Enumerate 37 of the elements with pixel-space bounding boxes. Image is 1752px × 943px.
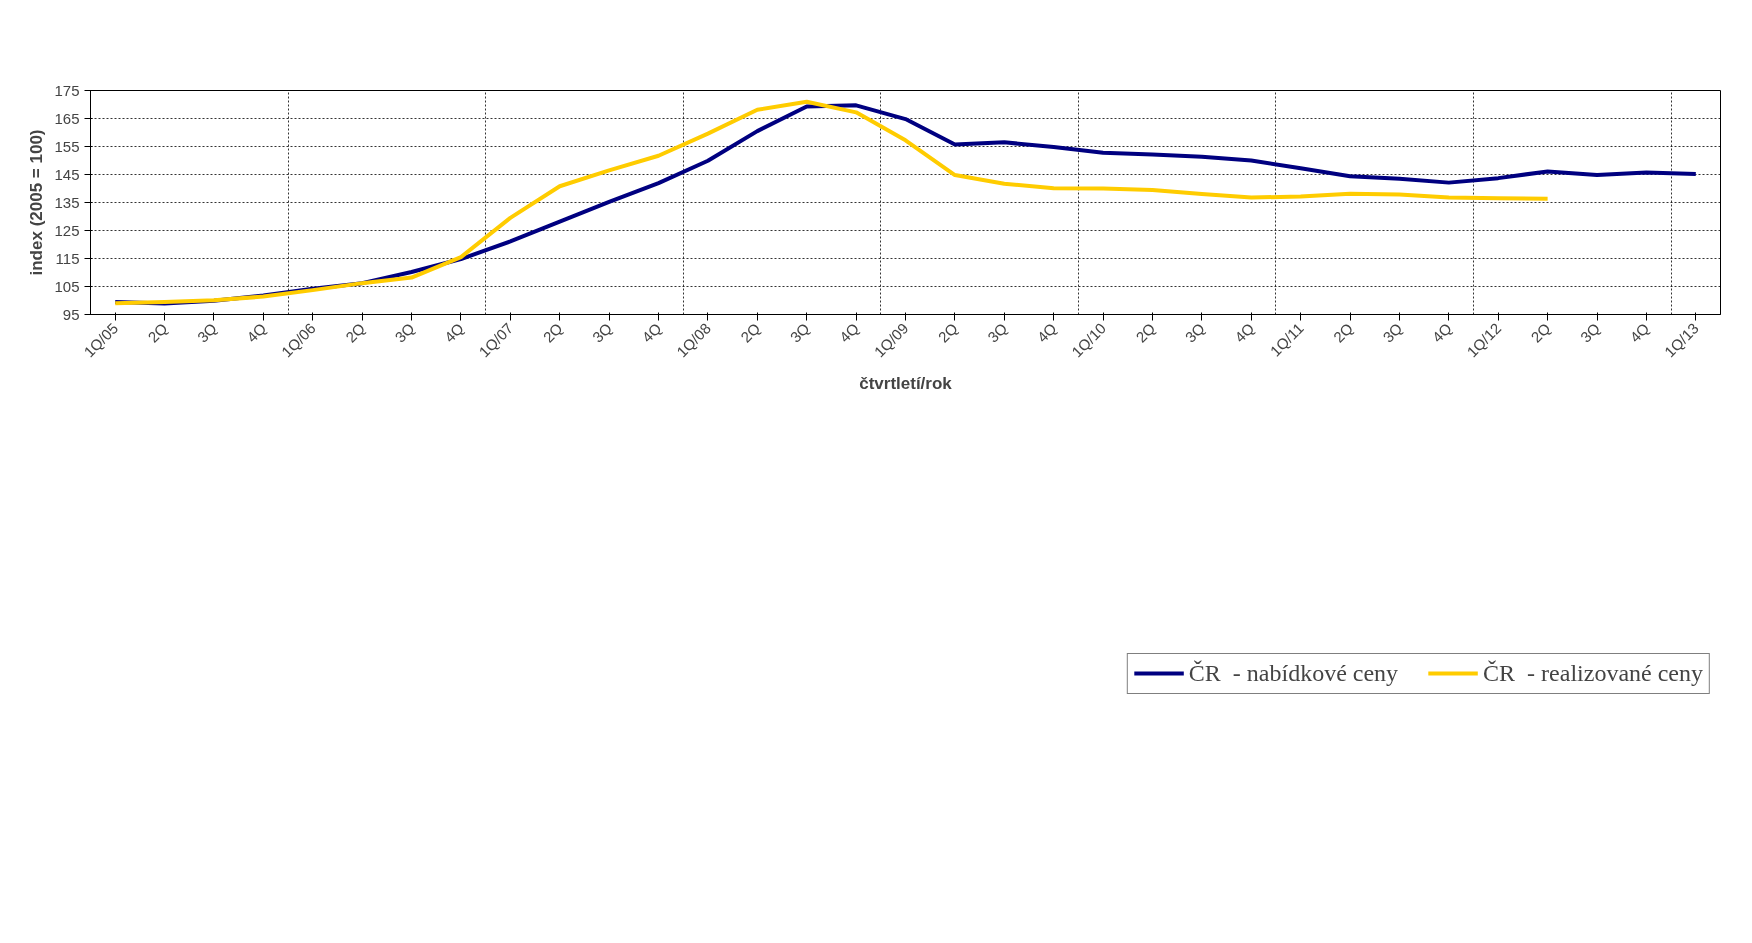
y-tick-label: 105: [54, 277, 80, 295]
x-tick-label: 2Q: [1132, 319, 1159, 346]
y-axis-title: index (2005 = 100): [27, 129, 47, 276]
x-tick-label: 2Q: [144, 319, 171, 346]
x-tick-label: 4Q: [1033, 319, 1060, 346]
x-tick-label: 4Q: [243, 319, 270, 346]
x-tick-label: 4Q: [1626, 319, 1653, 346]
x-tick-label: 2Q: [539, 319, 566, 346]
x-tick-label: 2Q: [1527, 319, 1554, 346]
legend-label: ČR - nabídkové ceny: [1188, 659, 1399, 687]
x-tick-label: 2Q: [342, 319, 369, 346]
y-tick-label: 155: [54, 137, 80, 155]
x-tick-label: 3Q: [588, 319, 616, 346]
y-tick-label: 125: [54, 221, 80, 239]
y-tick-label: 175: [54, 81, 80, 99]
x-tick-label: 3Q: [193, 319, 220, 346]
x-tick-label: 4Q: [1428, 319, 1455, 346]
y-tick-label: 165: [54, 109, 80, 127]
y-tick-label: 95: [62, 305, 80, 323]
x-tick-label: 2Q: [737, 319, 764, 346]
x-tick-label: 3Q: [391, 319, 418, 346]
y-tick-label: 145: [54, 165, 80, 183]
x-tick-label: 4Q: [638, 319, 665, 346]
x-tick-label: 4Q: [1231, 319, 1258, 346]
legend-label: ČR - realizované ceny: [1483, 659, 1703, 687]
x-tick-label: 3Q: [1576, 319, 1604, 346]
y-tick-label: 115: [55, 249, 80, 267]
x-tick-label: 2Q: [934, 319, 961, 346]
x-tick-label: 2Q: [1329, 319, 1357, 346]
x-tick-label: 4Q: [835, 319, 863, 346]
x-tick-label: 3Q: [1181, 319, 1208, 346]
x-tick-label: 4Q: [440, 319, 467, 346]
x-tick-label: 3Q: [786, 319, 813, 346]
x-tick-label: 3Q: [984, 319, 1011, 346]
x-tick-label: 3Q: [1379, 319, 1406, 346]
x-axis-title: čtvrtletí/rok: [859, 374, 953, 394]
y-tick-label: 135: [54, 193, 80, 211]
